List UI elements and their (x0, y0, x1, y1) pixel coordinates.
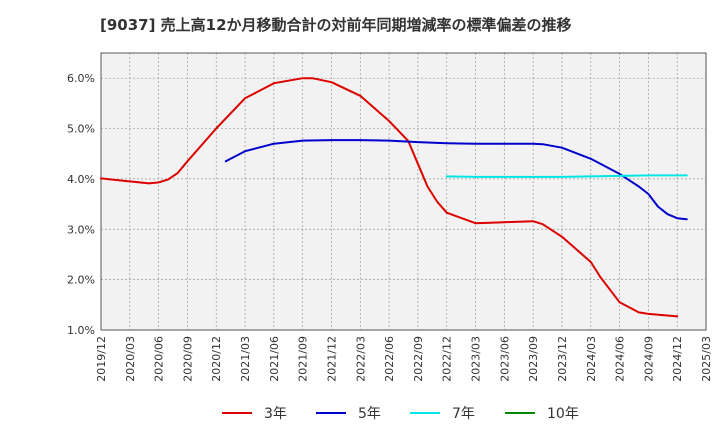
x-tick-label: 2021/06 (268, 336, 281, 382)
x-tick-label: 2021/03 (239, 336, 252, 382)
x-tick-label: 2024/03 (585, 336, 598, 382)
y-tick-label: 4.0% (67, 173, 95, 186)
x-tick-label: 2020/09 (181, 336, 194, 382)
x-tick-label: 2021/09 (297, 336, 310, 382)
y-tick-label: 1.0% (67, 324, 95, 337)
legend-label-2: 7年 (452, 406, 475, 422)
x-tick-label: 2024/06 (614, 336, 627, 382)
legend: 3年 5年 7年 10年 (222, 406, 579, 422)
plot-border (100, 52, 707, 331)
x-tick-label: 2022/03 (354, 336, 367, 382)
y-tick-label: 5.0% (67, 123, 95, 136)
x-tick-label: 2019/12 (95, 336, 108, 382)
x-tick-label: 2022/06 (383, 336, 396, 382)
legend-label-1: 5年 (358, 406, 381, 422)
series-line-1 (224, 139, 688, 221)
x-tick-label: 2024/09 (642, 336, 655, 382)
axis-layer: 2019/12 2020/03 2020/06 2020/09 2020/12 2021/… (67, 72, 713, 382)
y-tick-label: 3.0% (67, 223, 95, 236)
legend-label-3: 10年 (547, 406, 579, 422)
x-tick-label: 2020/06 (153, 336, 166, 382)
x-tick-label: 2023/03 (470, 336, 483, 382)
series-layer (100, 77, 688, 318)
x-tick-label: 2023/09 (527, 336, 540, 382)
x-tick-label: 2022/12 (441, 336, 454, 382)
legend-label-0: 3年 (264, 406, 287, 422)
series-line-2 (445, 174, 688, 178)
y-tick-label: 6.0% (67, 72, 95, 85)
chart-title: [9037] 売上高12か月移動合計の対前年同期増減率の標準偏差の推移 (100, 16, 572, 34)
plot-area (101, 53, 706, 330)
series-line-0 (100, 77, 679, 318)
x-tick-label: 2025/03 (700, 336, 713, 382)
x-tick-label: 2023/06 (498, 336, 511, 382)
x-tick-label: 2020/12 (210, 336, 223, 382)
x-tick-label: 2024/12 (671, 336, 684, 382)
x-tick-label: 2023/12 (556, 336, 569, 382)
x-tick-label: 2022/09 (412, 336, 425, 382)
x-tick-label: 2021/12 (325, 336, 338, 382)
y-tick-label: 2.0% (67, 274, 95, 287)
x-tick-label: 2020/03 (124, 336, 137, 382)
